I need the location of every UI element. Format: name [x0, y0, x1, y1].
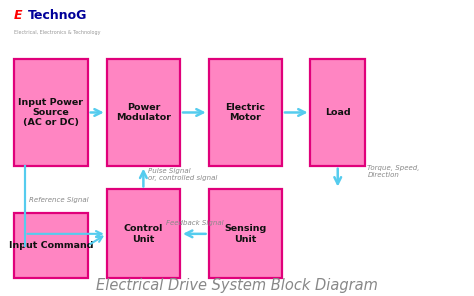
- FancyBboxPatch shape: [107, 189, 180, 278]
- FancyBboxPatch shape: [14, 59, 88, 166]
- Text: Pulse Signal
or, controlled signal: Pulse Signal or, controlled signal: [148, 168, 218, 181]
- Text: Input Command: Input Command: [9, 241, 93, 250]
- Text: Input Power
Source
(AC or DC): Input Power Source (AC or DC): [18, 98, 83, 127]
- Text: Load: Load: [325, 108, 351, 117]
- FancyBboxPatch shape: [209, 59, 282, 166]
- Text: Feedback Signal: Feedback Signal: [165, 221, 223, 226]
- FancyBboxPatch shape: [209, 189, 282, 278]
- Text: Control
Unit: Control Unit: [124, 224, 163, 244]
- Text: Reference Signal: Reference Signal: [29, 197, 89, 203]
- Text: Torque, Speed,
Direction: Torque, Speed, Direction: [367, 165, 420, 178]
- Text: Electric
Motor: Electric Motor: [225, 103, 265, 122]
- FancyBboxPatch shape: [14, 213, 88, 278]
- FancyBboxPatch shape: [107, 59, 180, 166]
- Text: Sensing
Unit: Sensing Unit: [224, 224, 266, 244]
- FancyBboxPatch shape: [310, 59, 365, 166]
- Text: Power
Modulator: Power Modulator: [116, 103, 171, 122]
- Text: TechnoG: TechnoG: [27, 9, 87, 22]
- Text: Electrical Drive System Block Diagram: Electrical Drive System Block Diagram: [96, 278, 378, 293]
- Text: E: E: [14, 9, 23, 22]
- Text: Electrical, Electronics & Technology: Electrical, Electronics & Technology: [14, 30, 100, 35]
